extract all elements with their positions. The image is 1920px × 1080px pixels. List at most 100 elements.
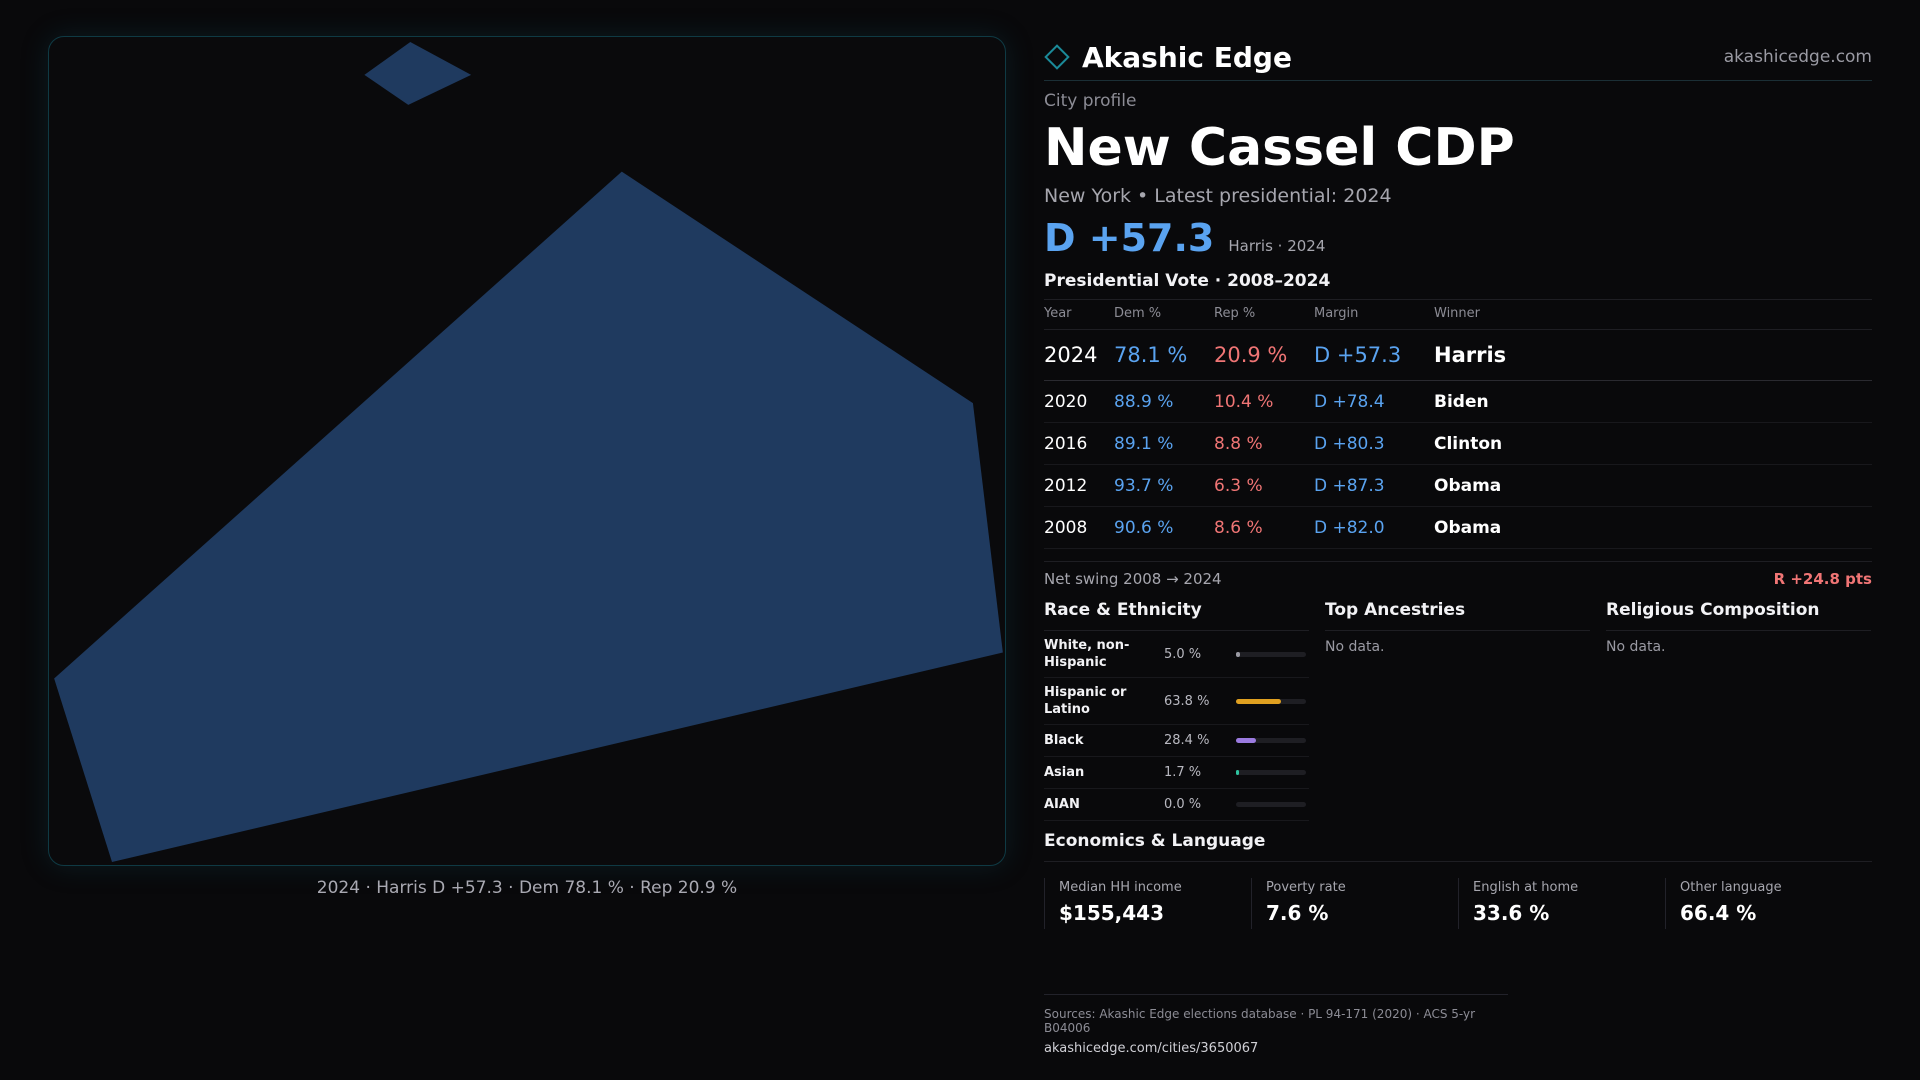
headline-margin: D +57.3 Harris · 2024 <box>1044 217 1872 259</box>
table-row: 2008 90.6 % 8.6 % D +82.0 Obama <box>1044 506 1872 549</box>
cell-winner: Obama <box>1434 464 1872 507</box>
cell-margin: D +78.4 <box>1314 380 1434 423</box>
footer: Sources: Akashic Edge elections database… <box>1044 994 1508 1056</box>
race-pct: 0.0 % <box>1164 797 1202 812</box>
race-bar-fill <box>1236 651 1240 657</box>
profile-panel: Akashic Edge akashicedge.com City profil… <box>1044 34 1872 929</box>
cell-rep: 8.6 % <box>1214 506 1314 549</box>
race-bar-track <box>1236 738 1306 743</box>
header-winner: Winner <box>1434 300 1872 330</box>
religion-section-title: Religious Composition <box>1606 600 1871 631</box>
race-section-title: Race & Ethnicity <box>1044 600 1309 631</box>
econ-card-english: English at home 33.6 % <box>1458 878 1665 929</box>
econ-value: 66.4 % <box>1680 901 1757 925</box>
cell-year: 2016 <box>1044 422 1114 465</box>
cell-dem: 93.7 % <box>1114 464 1214 507</box>
header-year: Year <box>1044 300 1114 330</box>
cell-rep: 10.4 % <box>1214 380 1314 423</box>
race-bar-fill <box>1236 698 1281 704</box>
diamond-logo-icon <box>1044 44 1070 70</box>
boundary-polygon-main[interactable] <box>54 171 1003 863</box>
brand[interactable]: Akashic Edge <box>1044 41 1292 74</box>
econ-value: 7.6 % <box>1266 901 1329 925</box>
cell-rep: 20.9 % <box>1214 329 1314 381</box>
race-list: White, non-Hispanic 5.0 % Hispanic or Lati… <box>1044 631 1309 821</box>
race-row: Hispanic or Latino 63.8 % <box>1044 678 1309 725</box>
net-swing-value: R +24.8 pts <box>1773 570 1872 588</box>
race-label: White, non-Hispanic <box>1044 638 1130 670</box>
race-bar-track <box>1236 802 1306 807</box>
econ-value: $155,443 <box>1059 901 1165 925</box>
religion-empty: No data. <box>1606 639 1666 655</box>
cell-margin: D +82.0 <box>1314 506 1434 549</box>
race-label: Hispanic or Latino <box>1044 685 1127 717</box>
cell-winner: Biden <box>1434 380 1872 423</box>
vote-section-title: Presidential Vote · 2008–2024 <box>1044 271 1872 300</box>
cell-year: 2012 <box>1044 464 1114 507</box>
economics-section-title: Economics & Language <box>1044 831 1872 862</box>
econ-card-income: Median HH income $155,443 <box>1044 878 1251 929</box>
econ-label: Poverty rate <box>1266 880 1346 895</box>
race-pct: 5.0 % <box>1164 646 1202 662</box>
race-bar-track <box>1236 651 1306 657</box>
econ-label: Median HH income <box>1059 880 1182 895</box>
table-row: 2024 78.1 % 20.9 % D +57.3 Harris <box>1044 329 1872 381</box>
race-label: Black <box>1044 733 1084 748</box>
table-row: 2016 89.1 % 8.8 % D +80.3 Clinton <box>1044 422 1872 465</box>
location-subline: New York • Latest presidential: 2024 <box>1044 185 1392 207</box>
page-kicker: City profile <box>1044 91 1137 111</box>
cell-rep: 6.3 % <box>1214 464 1314 507</box>
cell-year: 2024 <box>1044 329 1114 381</box>
race-bar-fill <box>1236 770 1239 775</box>
brand-name: Akashic Edge <box>1082 40 1292 74</box>
table-row: 2020 88.9 % 10.4 % D +78.4 Biden <box>1044 380 1872 423</box>
sources-note: Sources: Akashic Edge elections database… <box>1044 1007 1476 1035</box>
econ-value: 33.6 % <box>1473 901 1550 925</box>
race-row: AIAN 0.0 % <box>1044 789 1309 821</box>
map-caption: 2024 · Harris D +57.3 · Dem 78.1 % · Rep… <box>316 878 738 898</box>
religion-section: Religious Composition No data. <box>1606 600 1871 821</box>
cell-margin: D +57.3 <box>1314 329 1434 381</box>
economics-grid: Median HH income $155,443 Poverty rate 7… <box>1044 878 1872 929</box>
cell-dem: 88.9 % <box>1114 380 1214 423</box>
cell-winner: Clinton <box>1434 422 1872 465</box>
header-dem: Dem % <box>1114 300 1214 330</box>
city-boundary-map[interactable] <box>49 37 1005 865</box>
page-title: New Cassel CDP <box>1044 118 1515 178</box>
cell-dem: 90.6 % <box>1114 506 1214 549</box>
ancestries-section-title: Top Ancestries <box>1325 600 1590 631</box>
race-pct: 63.8 % <box>1164 693 1210 709</box>
footer-url-link[interactable]: akashicedge.com/cities/3650067 <box>1044 1041 1259 1056</box>
cell-margin: D +80.3 <box>1314 422 1434 465</box>
boundary-polygon-small[interactable] <box>364 41 472 105</box>
cell-year: 2020 <box>1044 380 1114 423</box>
cell-margin: D +87.3 <box>1314 464 1434 507</box>
demographics-columns: Race & Ethnicity White, non-Hispanic 5.0 … <box>1044 600 1872 821</box>
race-bar-track <box>1236 770 1306 775</box>
headline-margin-sub: Harris · 2024 <box>1228 237 1326 255</box>
race-ethnicity-section: Race & Ethnicity White, non-Hispanic 5.0 … <box>1044 600 1309 821</box>
header-margin: Margin <box>1314 300 1434 330</box>
cell-winner: Harris <box>1434 329 1872 381</box>
ancestries-empty: No data. <box>1325 639 1385 655</box>
race-row: White, non-Hispanic 5.0 % <box>1044 631 1309 678</box>
brand-url-link[interactable]: akashicedge.com <box>1723 47 1872 67</box>
race-bar-fill <box>1236 738 1256 743</box>
race-label: AIAN <box>1044 797 1080 812</box>
ancestries-section: Top Ancestries No data. <box>1325 600 1590 821</box>
net-swing-label: Net swing 2008 → 2024 <box>1044 570 1222 588</box>
vote-table-header: Year Dem % Rep % Margin Winner <box>1044 300 1872 330</box>
race-pct: 28.4 % <box>1164 733 1210 748</box>
map-panel[interactable] <box>48 36 1006 866</box>
cell-winner: Obama <box>1434 506 1872 549</box>
race-label: Asian <box>1044 765 1085 780</box>
race-row: Asian 1.7 % <box>1044 757 1309 789</box>
brand-header: Akashic Edge akashicedge.com <box>1044 34 1872 81</box>
cell-dem: 89.1 % <box>1114 422 1214 465</box>
econ-label: Other language <box>1680 880 1782 895</box>
net-swing: Net swing 2008 → 2024 R +24.8 pts <box>1044 561 1872 588</box>
cell-year: 2008 <box>1044 506 1114 549</box>
vote-table: Year Dem % Rep % Margin Winner 2024 78.1… <box>1044 300 1872 549</box>
race-pct: 1.7 % <box>1164 765 1202 780</box>
header-rep: Rep % <box>1214 300 1314 330</box>
